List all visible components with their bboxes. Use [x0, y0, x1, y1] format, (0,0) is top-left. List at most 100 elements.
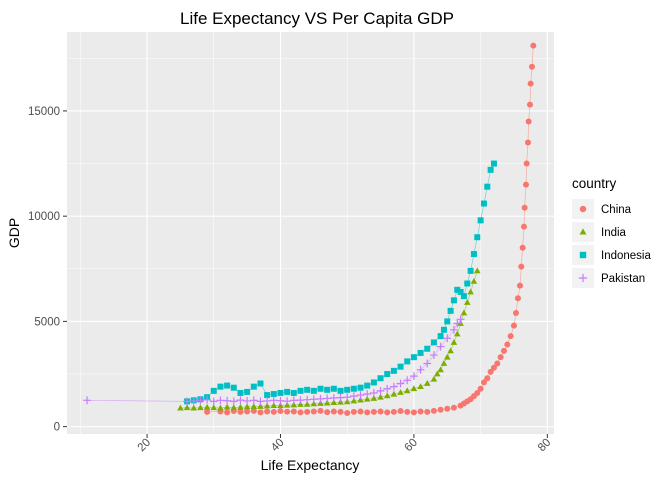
point-triangle — [370, 394, 378, 401]
point-square — [450, 297, 457, 304]
legend-title: country — [572, 176, 617, 191]
point-plus — [223, 396, 232, 405]
x-tick-label: 20 — [136, 437, 154, 455]
x-tick-label: 80 — [536, 437, 554, 455]
legend-label: Pakistan — [601, 273, 645, 285]
point-circle — [526, 101, 533, 108]
point-circle — [350, 408, 357, 415]
point-triangle — [337, 398, 344, 405]
point-triangle — [290, 401, 298, 408]
point-triangle — [190, 404, 198, 411]
x-tick-label: 40 — [269, 437, 287, 455]
point-square — [477, 217, 484, 224]
series-china — [204, 42, 537, 416]
point-circle — [310, 408, 317, 415]
point-triangle — [183, 404, 191, 411]
point-plus — [236, 396, 245, 405]
point-plus — [578, 273, 588, 283]
point-plus — [410, 372, 418, 381]
point-circle — [450, 404, 457, 411]
point-plus — [453, 319, 462, 328]
point-square — [490, 160, 497, 167]
point-circle — [284, 408, 291, 415]
point-plus — [256, 397, 265, 406]
point-triangle — [177, 404, 184, 411]
point-circle — [224, 409, 231, 416]
point-plus — [363, 390, 372, 398]
x-axis-title: Life Expectancy — [261, 457, 360, 473]
point-circle — [244, 408, 251, 415]
point-circle — [344, 409, 351, 416]
point-circle — [510, 322, 517, 329]
point-circle — [264, 408, 271, 415]
axes: 20 40 60 80 0 5000 10000 15000 — [28, 106, 553, 454]
point-circle — [237, 408, 244, 415]
point-square — [310, 387, 317, 394]
series-india — [177, 267, 481, 411]
point-circle — [520, 223, 527, 230]
point-circle — [417, 408, 424, 415]
point-circle — [525, 118, 532, 125]
y-tick-label: 10000 — [28, 211, 60, 223]
point-plus — [383, 384, 392, 393]
point-circle — [523, 160, 530, 167]
point-circle — [357, 408, 364, 415]
point-triangle — [223, 403, 231, 410]
y-tick-label: 0 — [54, 422, 60, 434]
point-square — [364, 382, 371, 389]
x-tick-label: 60 — [402, 437, 420, 455]
point-plus — [349, 392, 358, 401]
point-circle — [364, 409, 371, 416]
point-plus — [216, 396, 225, 405]
point-circle — [512, 309, 519, 316]
point-square — [264, 392, 271, 399]
point-circle — [516, 282, 523, 289]
point-square — [397, 363, 404, 370]
point-square — [579, 251, 587, 259]
point-triangle — [443, 353, 451, 360]
point-triangle — [397, 389, 404, 395]
point-square — [350, 385, 357, 392]
point-plus — [323, 394, 332, 403]
point-square — [390, 367, 397, 374]
point-plus — [196, 396, 205, 405]
y-axis-title: GDP — [6, 218, 22, 248]
point-square — [317, 385, 324, 392]
point-triangle — [579, 228, 587, 235]
point-square — [444, 318, 451, 325]
point-square — [484, 183, 491, 190]
point-plus — [456, 315, 465, 324]
point-plus — [436, 342, 445, 351]
point-square — [270, 391, 277, 398]
point-square — [277, 389, 284, 396]
point-square — [297, 387, 304, 394]
point-circle — [477, 385, 484, 392]
point-square — [457, 288, 464, 295]
point-triangle — [237, 403, 244, 410]
point-triangle — [473, 267, 481, 274]
point-triangle — [270, 402, 278, 408]
point-square — [290, 389, 297, 396]
point-plus — [329, 394, 338, 402]
point-square — [467, 267, 474, 274]
point-circle — [397, 408, 404, 415]
point-plus — [229, 397, 238, 406]
point-triangle — [310, 400, 318, 407]
point-circle — [527, 80, 534, 87]
point-triangle — [257, 402, 264, 409]
point-circle — [487, 368, 494, 375]
data-points — [83, 42, 537, 416]
point-plus — [343, 393, 352, 402]
point-circle — [504, 341, 511, 348]
point-circle — [204, 408, 211, 415]
point-circle — [484, 375, 491, 382]
point-triangle — [350, 397, 358, 404]
point-plus — [416, 365, 425, 374]
point-circle — [444, 405, 451, 412]
point-plus — [203, 395, 211, 404]
point-plus — [369, 389, 378, 397]
point-triangle — [463, 299, 471, 305]
point-square — [370, 379, 377, 386]
point-triangle — [470, 277, 478, 284]
